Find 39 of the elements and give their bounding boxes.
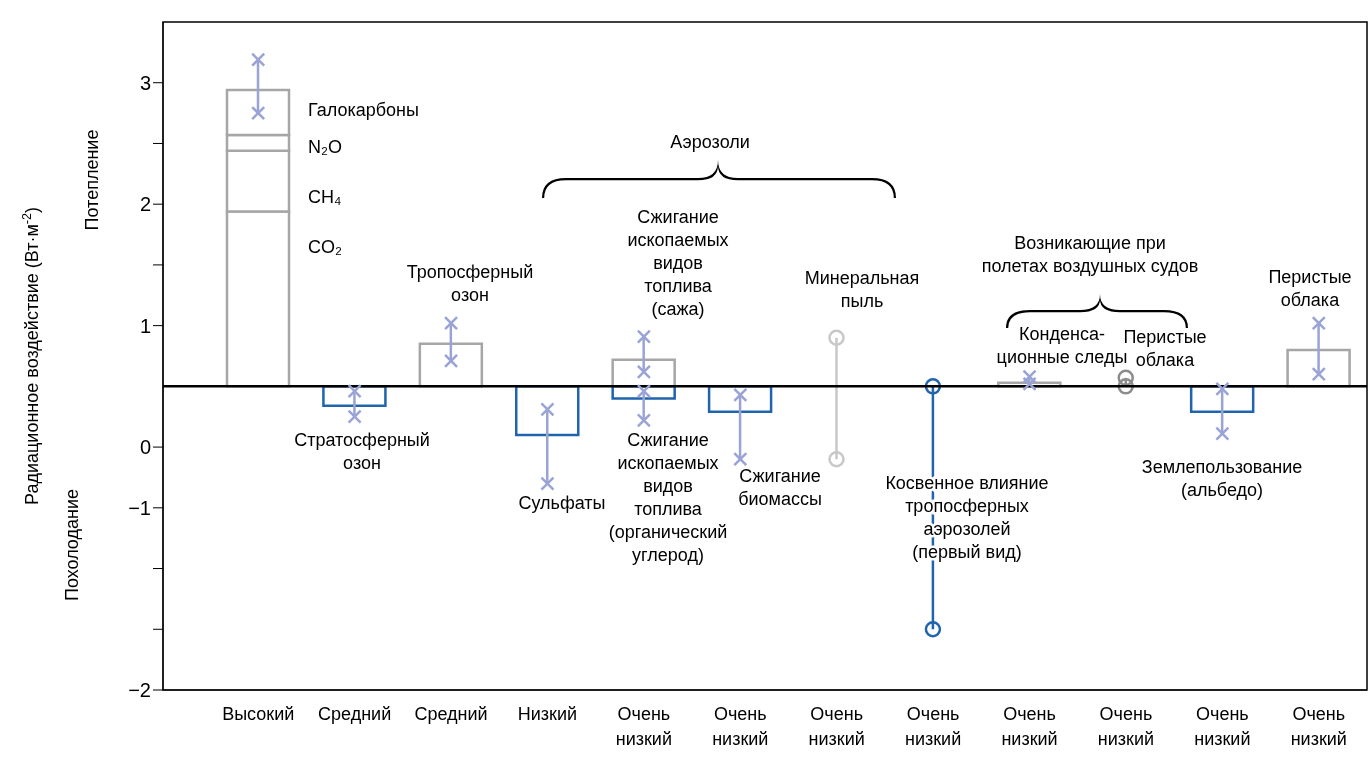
annotation: Сжигание ископаемых видов топлива (органический углерод)	[608, 430, 728, 565]
y-tick-label: −1	[128, 496, 151, 519]
series-label: Галокарбоны	[308, 100, 419, 120]
y-tick-label: 1	[139, 314, 151, 337]
series-label: CH₄	[308, 187, 342, 207]
x-tick-label: Очень низкий	[712, 704, 769, 749]
annotation: Тропосферный озон	[406, 262, 534, 305]
annotation: Минеральная пыль	[804, 268, 920, 311]
x-tick-label: Очень низкий	[1290, 704, 1347, 749]
bar	[835, 337, 838, 460]
x-tick-label: Очень низкий	[905, 704, 962, 749]
annotation: Сжигание биомассы	[738, 466, 822, 509]
bar	[418, 342, 484, 388]
y-tick-label: 0	[139, 436, 151, 459]
y-tick-label: 3	[139, 71, 151, 94]
y-tick-label: 2	[139, 193, 151, 216]
x-tick-label: Средний	[318, 704, 392, 724]
x-tick-label: Очень низкий	[808, 704, 865, 749]
annotation: Землепользование (альбедо)	[1141, 457, 1303, 500]
series-label: CO₂	[308, 237, 342, 257]
annotation: Сжигание ископаемых видов топлива (сажа)	[627, 207, 729, 319]
text: Потепление	[82, 129, 102, 231]
annotation: Возникающие при полетах воздушных судов	[981, 233, 1199, 276]
bar	[515, 385, 580, 437]
x-tick-label: Очень низкий	[615, 704, 672, 749]
annotation: Аэрозоли	[670, 132, 750, 152]
x-tick-label: Очень низкий	[1194, 704, 1251, 749]
annotation: Перистые облака	[1268, 267, 1352, 310]
y-tick-label: −2	[128, 679, 151, 702]
series-label: N₂O	[308, 137, 342, 157]
x-tick-label: Низкий	[517, 704, 578, 724]
text: Похолодание	[62, 489, 82, 601]
annotation: Сульфаты	[518, 493, 606, 513]
bar	[1286, 348, 1351, 388]
x-tick-label: Высокий	[222, 704, 295, 724]
x-tick-label: Очень низкий	[1001, 704, 1058, 749]
annotation: Стратосферный озон	[294, 430, 430, 473]
x-tick-label: Очень низкий	[1097, 704, 1155, 749]
x-tick-label: Средний	[414, 704, 488, 724]
